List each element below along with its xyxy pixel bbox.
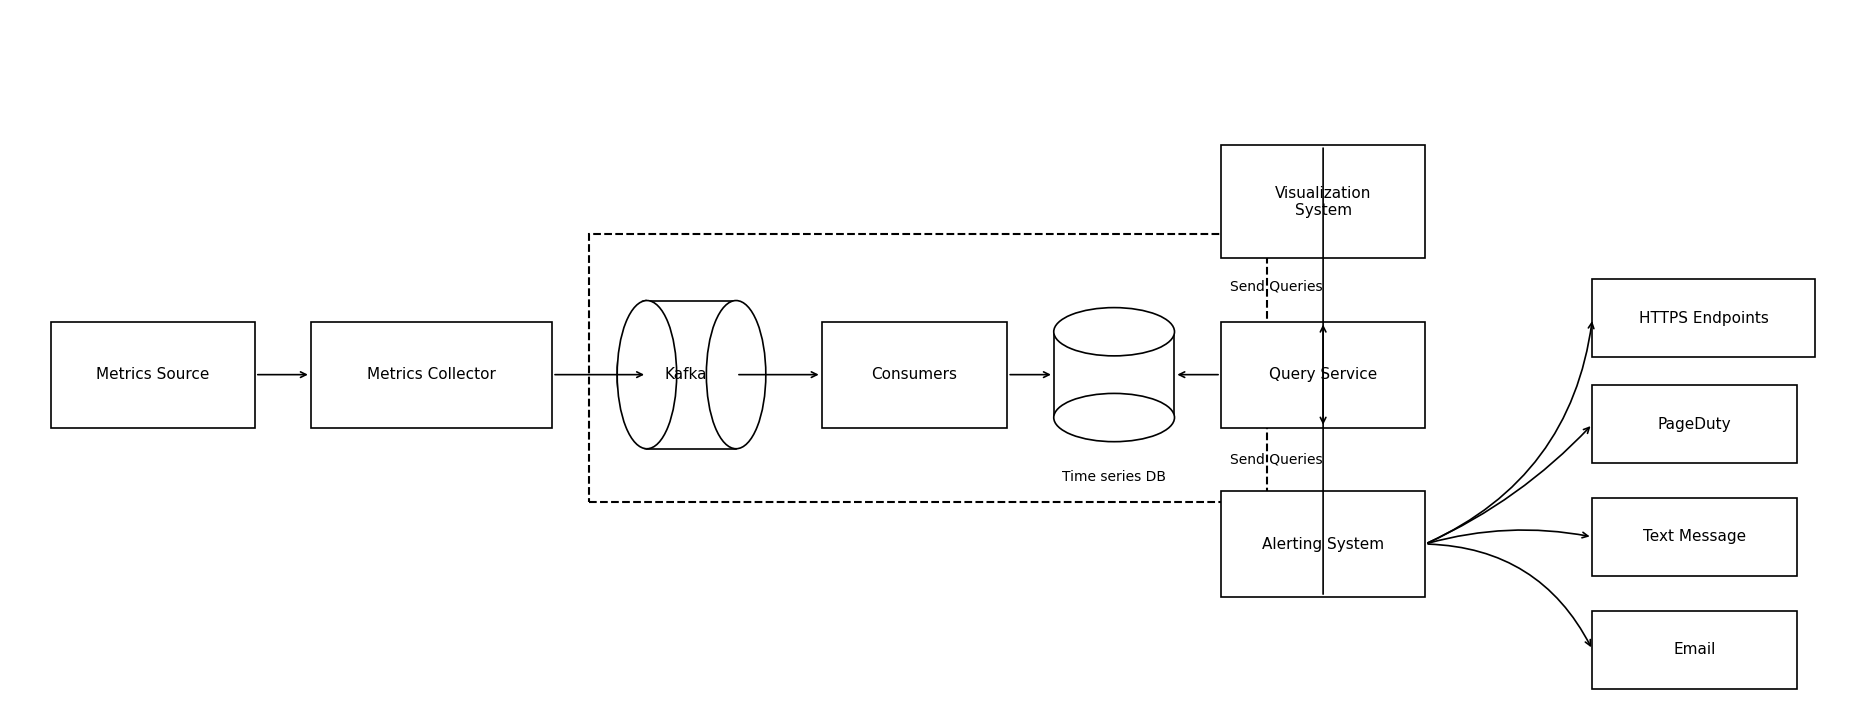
FancyBboxPatch shape (1592, 279, 1816, 357)
FancyBboxPatch shape (1220, 322, 1426, 428)
FancyBboxPatch shape (1220, 491, 1426, 597)
FancyBboxPatch shape (821, 322, 1008, 428)
Text: Send Queries: Send Queries (1230, 453, 1323, 466)
Text: Text Message: Text Message (1644, 530, 1747, 545)
FancyBboxPatch shape (310, 322, 552, 428)
FancyBboxPatch shape (1054, 332, 1174, 418)
FancyBboxPatch shape (648, 301, 735, 448)
Ellipse shape (618, 301, 677, 448)
Text: Send Queries: Send Queries (1230, 279, 1323, 293)
FancyBboxPatch shape (50, 322, 256, 428)
Text: Visualization
System: Visualization System (1274, 186, 1372, 218)
Ellipse shape (1054, 393, 1174, 442)
Text: Time series DB: Time series DB (1062, 470, 1166, 484)
Text: Query Service: Query Service (1269, 367, 1377, 382)
FancyBboxPatch shape (1592, 611, 1797, 689)
Text: HTTPS Endpoints: HTTPS Endpoints (1638, 311, 1769, 326)
Text: Consumers: Consumers (871, 367, 957, 382)
Text: Metrics Source: Metrics Source (95, 367, 209, 382)
FancyBboxPatch shape (1592, 386, 1797, 463)
Text: PageDuty: PageDuty (1657, 416, 1732, 431)
Text: Metrics Collector: Metrics Collector (368, 367, 496, 382)
Text: Alerting System: Alerting System (1261, 536, 1385, 551)
FancyBboxPatch shape (1220, 146, 1426, 258)
Text: Kafka: Kafka (664, 367, 707, 382)
Ellipse shape (1054, 308, 1174, 356)
Text: Email: Email (1674, 643, 1717, 658)
FancyBboxPatch shape (618, 301, 648, 448)
FancyBboxPatch shape (1592, 498, 1797, 575)
Ellipse shape (707, 301, 765, 448)
